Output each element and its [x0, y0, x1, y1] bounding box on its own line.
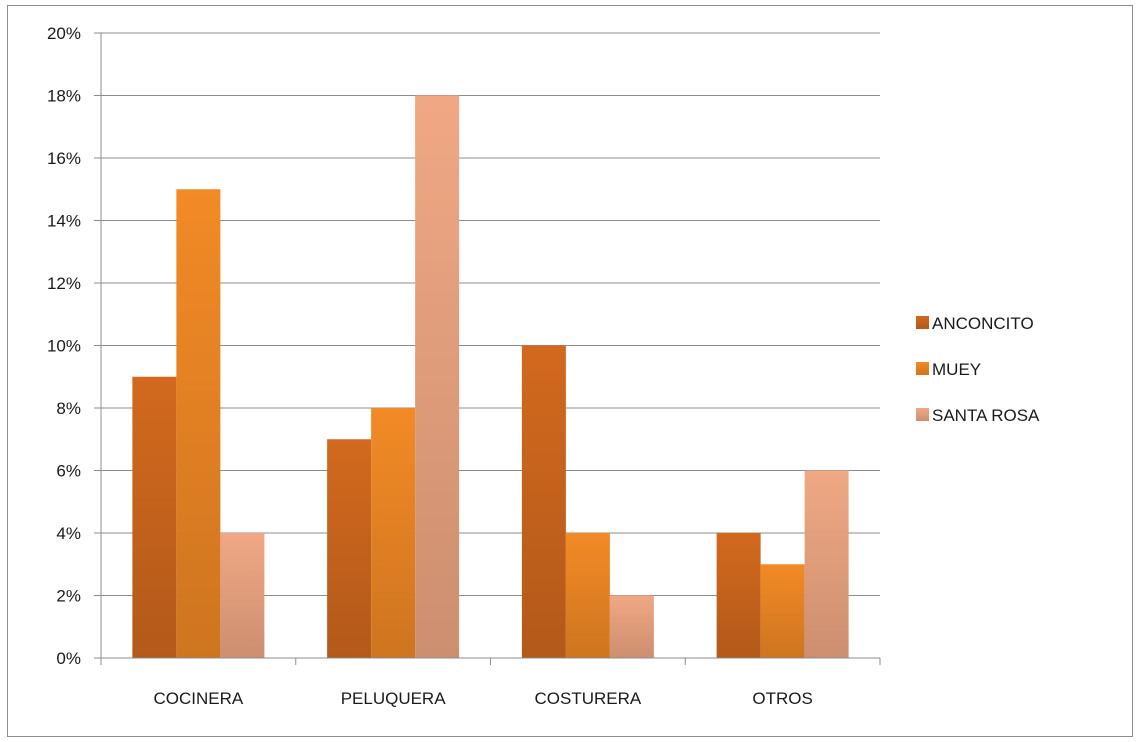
bar	[609, 595, 654, 658]
bar	[804, 470, 849, 658]
legend-label: SANTA ROSA	[932, 406, 1040, 425]
legend-swatch	[916, 362, 929, 375]
x-category-label: COCINERA	[154, 689, 244, 708]
x-category-label: COSTURERA	[535, 689, 642, 708]
y-tick-label: 2%	[56, 587, 81, 606]
y-tick-label: 18%	[47, 87, 81, 106]
legend-label: ANCONCITO	[932, 314, 1034, 333]
bar	[565, 533, 610, 658]
bar	[327, 439, 372, 658]
bar	[132, 376, 177, 658]
y-tick-label: 6%	[56, 462, 81, 481]
bars	[132, 95, 849, 658]
y-tick-label: 16%	[47, 149, 81, 168]
legend-swatch	[916, 316, 929, 329]
y-tick-label: 14%	[47, 212, 81, 231]
legend-swatch	[916, 408, 929, 421]
y-tick-label: 12%	[47, 274, 81, 293]
bar	[415, 95, 460, 658]
x-category-label: OTROS	[752, 689, 812, 708]
bar	[716, 533, 761, 658]
y-tick-label: 4%	[56, 524, 81, 543]
y-tick-label: 0%	[56, 649, 81, 668]
axes: 0% 2% 4% 6% 8% 10% 12% 14% 16% 18% 20% COCINERA PELU…	[47, 24, 881, 708]
legend: ANCONCITO MUEY SANTA ROSA	[916, 314, 1040, 425]
y-tick-label: 10%	[47, 337, 81, 356]
legend-label: MUEY	[932, 360, 981, 379]
x-category-label: PELUQUERA	[341, 689, 447, 708]
y-tick-label: 20%	[47, 24, 81, 43]
bar	[371, 408, 416, 658]
y-tick-label: 8%	[56, 399, 81, 418]
bar	[760, 564, 805, 658]
bar	[176, 189, 221, 658]
bar	[220, 533, 265, 658]
bar	[521, 345, 566, 658]
